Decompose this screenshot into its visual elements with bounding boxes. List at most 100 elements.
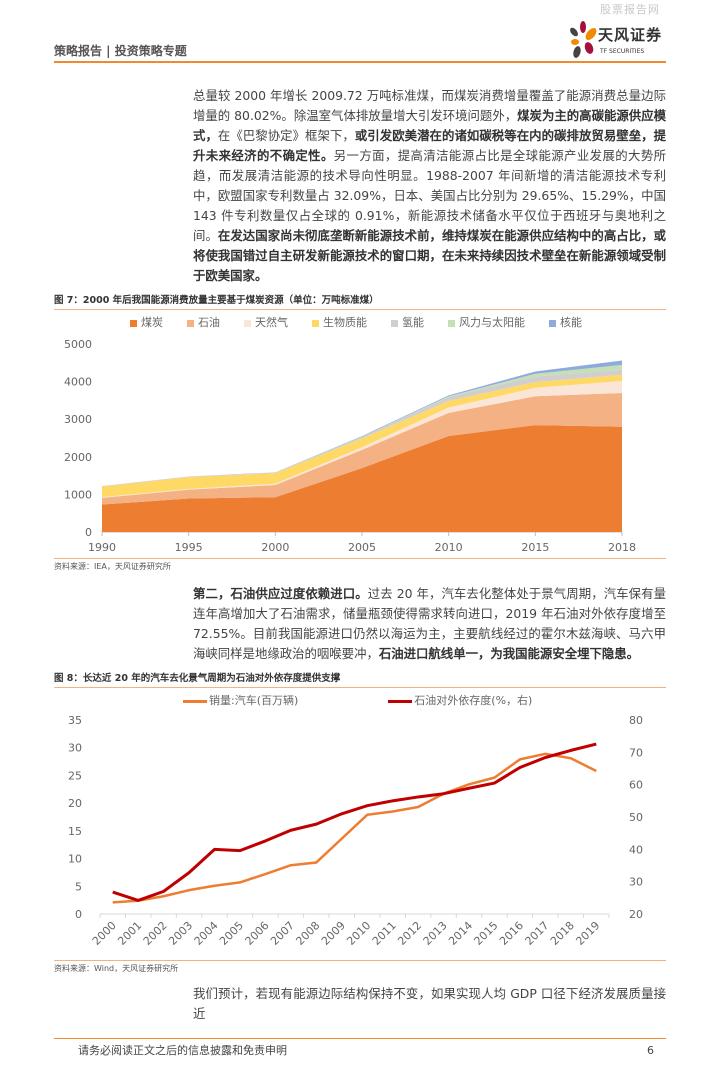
x-tick-label: 2000 <box>90 919 119 948</box>
x-tick-label: 1990 <box>88 541 116 554</box>
x-tick-label: 2001 <box>115 919 144 948</box>
x-tick-label: 2010 <box>344 919 373 948</box>
energy-consumption-area-chart: 0 1000 2000 3000 4000 5000 1990 1995 2000 2005 201… <box>64 338 636 554</box>
x-tick-label: 2003 <box>166 919 195 948</box>
emphasis-text: 第二，石油供应过度依赖进口。 <box>193 586 368 601</box>
x-tick-label: 1995 <box>175 541 203 554</box>
area-series-0 <box>102 425 622 532</box>
logo-subtitle: TF SECURITIES <box>600 48 645 55</box>
x-tick-label: 2000 <box>261 541 289 554</box>
auto-sales-oil-dependency-line-chart: 0 5 10 15 20 25 30 35 20 30 40 50 60 70 80 200020012002… <box>68 714 643 948</box>
legend-line-swatch <box>388 699 413 703</box>
legend-label: 生物质能 <box>323 316 367 329</box>
x-tick-label: 2018 <box>608 541 636 554</box>
header-divider <box>54 61 666 63</box>
left-y-tick-label: 35 <box>68 714 82 727</box>
x-tick-label: 2005 <box>348 541 376 554</box>
right-y-tick-label: 80 <box>629 714 643 727</box>
legend-label: 核能 <box>560 316 582 329</box>
legend-label: 煤炭 <box>141 316 163 329</box>
legend-swatch <box>244 319 251 327</box>
x-tick-label: 2019 <box>573 919 602 948</box>
x-tick-label: 2004 <box>192 919 221 948</box>
legend-swatch <box>130 319 137 327</box>
y-tick-label: 0 <box>85 526 92 539</box>
x-tick-label: 2015 <box>521 541 549 554</box>
x-tick-label: 2006 <box>243 919 272 948</box>
emphasis-text: 煤炭为主的高碳能源供应模式， <box>193 108 667 143</box>
emphasis-text: 石油进口航线单一，为我国能源安全埋下隐患。 <box>378 646 640 661</box>
x-tick-label: 2008 <box>293 919 322 948</box>
left-y-tick-label: 0 <box>75 908 82 921</box>
legend-item: 天然气 <box>244 316 288 330</box>
area-series-1 <box>102 392 622 505</box>
x-tick-label: 2018 <box>548 919 577 948</box>
x-tick-label: 2015 <box>472 919 501 948</box>
logo-petals-icon <box>570 21 597 58</box>
legend-swatch <box>448 319 455 327</box>
legend-swatch <box>187 319 194 327</box>
area-series-3 <box>102 374 622 498</box>
area-series-2 <box>102 381 622 498</box>
x-tick-label: 2014 <box>446 919 475 948</box>
x-tick-label: 2005 <box>217 919 246 948</box>
legend-item: 生物质能 <box>312 316 367 330</box>
company-logo: 天风证券 TF SECURITIES <box>568 20 668 60</box>
figure8-source: 资料来源：Wind，天风证券研究所 <box>54 964 179 973</box>
figure8-caption: 图 8：长达近 20 年的汽车去化景气周期为石油对外依存度提供支撑 <box>54 673 341 684</box>
left-y-tick-label: 30 <box>68 742 82 755</box>
y-tick-label: 5000 <box>64 338 92 351</box>
right-y-tick-label: 50 <box>629 811 643 824</box>
line-series-1 <box>112 742 597 902</box>
legend-label: 氢能 <box>402 316 424 329</box>
legend-item: 煤炭 <box>130 316 163 330</box>
figure8-legend: 销量:汽车(百万辆) 石油对外依存度(%，右) <box>183 694 666 708</box>
report-header-title: 策略报告 | 投资策略专题 <box>54 44 187 58</box>
legend-label: 石油 <box>198 316 220 329</box>
figure7-caption: 图 7：2000 年后我国能源消费放量主要基于煤炭资源（单位：万吨标准煤） <box>54 295 379 306</box>
y-tick-label: 2000 <box>64 451 92 464</box>
x-tick-label: 2017 <box>523 919 552 948</box>
paragraph-coal: 总量较 2000 年增长 2009.72 万吨标准煤，而煤炭消费增量覆盖了能源消… <box>193 86 666 286</box>
x-tick-label: 2013 <box>421 919 450 948</box>
figure7-source: 资料来源：IEA，天风证券研究所 <box>54 562 171 571</box>
x-tick-label: 2002 <box>141 919 170 948</box>
x-tick-label: 2011 <box>370 919 399 948</box>
right-y-tick-label: 60 <box>629 779 643 792</box>
legend-line-swatch <box>183 699 207 703</box>
emphasis-text: 在发达国家尚未彻底垄断新能源技术前，维持煤炭在能源供应结构中的高占比，或将使我国… <box>193 228 667 283</box>
right-y-tick-label: 20 <box>629 908 643 921</box>
body-text: 另一方面，提高清洁能源占比是全球能源产业发展的大势所趋，而发展清洁能源的技术导向… <box>193 148 667 243</box>
legend-label: 天然气 <box>255 316 288 329</box>
body-text: 总量较 2000 年增长 2009.72 万吨标准煤，而煤炭消费增量覆盖了能源消… <box>193 88 666 123</box>
line-series-0 <box>112 752 597 904</box>
figure8-source-divider <box>54 960 666 961</box>
right-y-tick-label: 30 <box>629 876 643 889</box>
legend-item: 氢能 <box>391 316 424 330</box>
legend-label: 风力与太阳能 <box>459 316 525 329</box>
y-tick-label: 1000 <box>64 488 92 501</box>
y-tick-label: 4000 <box>64 376 92 389</box>
x-tick-label: 2007 <box>268 919 297 948</box>
x-tick-label: 2009 <box>319 919 348 948</box>
figure7-divider <box>54 309 666 310</box>
left-y-tick-label: 10 <box>68 853 82 866</box>
legend-swatch <box>549 319 556 327</box>
right-y-tick-label: 40 <box>629 843 643 856</box>
legend-item: 石油 <box>187 316 220 330</box>
figure8-divider <box>54 687 666 688</box>
right-y-tick-label: 70 <box>629 746 643 759</box>
paragraph-oil: 第二，石油供应过度依赖进口。过去 20 年，汽车去化整体处于景气周期，汽车保有量… <box>193 584 666 664</box>
legend-item: 石油对外依存度(%，右) <box>388 694 532 708</box>
legend-label: 销量:汽车(百万辆) <box>209 694 299 707</box>
legend-swatch <box>391 319 398 327</box>
footer-disclaimer[interactable]: 请务必阅读正文之后的信息披露和免责申明 <box>78 1044 287 1057</box>
footer: 请务必阅读正文之后的信息披露和免责申明 6 <box>54 1039 666 1068</box>
figure7-legend: 煤炭 石油 天然气 生物质能 氢能 风力与太阳能 核能 <box>130 316 666 330</box>
x-tick-label: 2016 <box>497 919 526 948</box>
watermark: 股票报告网 <box>600 3 660 16</box>
page-content: 总量较 2000 年增长 2009.72 万吨标准煤，而煤炭消费增量覆盖了能源消… <box>54 86 666 1068</box>
legend-label: 石油对外依存度(%，右) <box>414 694 533 707</box>
legend-item: 核能 <box>549 316 582 330</box>
legend-item: 销量:汽车(百万辆) <box>183 694 298 708</box>
